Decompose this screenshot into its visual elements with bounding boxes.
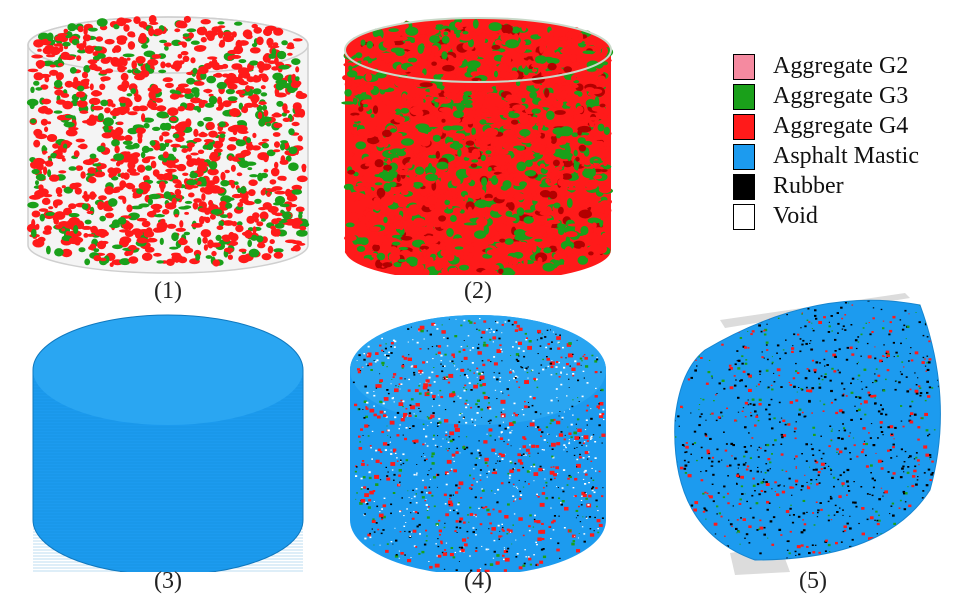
panel-4-caption: (4) — [464, 568, 492, 594]
panel-2-caption: (2) — [464, 278, 492, 304]
legend-swatch-g2 — [733, 54, 755, 80]
legend-swatch-rubber — [733, 174, 755, 200]
legend-swatch-mastic — [733, 144, 755, 170]
legend-label-rubber: Rubber — [773, 173, 844, 199]
panel-3 — [18, 310, 318, 572]
panel-5-caption: (5) — [799, 568, 827, 594]
legend-swatch-void — [733, 204, 755, 230]
panel-3-caption: (3) — [154, 568, 182, 594]
legend-label-g3: Aggregate G3 — [773, 83, 909, 109]
legend-label-g4: Aggregate G4 — [773, 113, 909, 139]
aggregate-dense-render — [341, 17, 614, 275]
asphalt-mastic-render — [32, 314, 304, 572]
panel-1 — [18, 10, 318, 275]
legend-label-g2: Aggregate G2 — [773, 53, 909, 79]
panel-2 — [338, 10, 618, 275]
legend-swatch-g4 — [733, 114, 755, 140]
legend-label-mastic: Asphalt Mastic — [773, 143, 919, 169]
panel-1-caption: (1) — [154, 278, 182, 304]
panel-4 — [338, 310, 618, 572]
legend-swatch-g3 — [733, 84, 755, 110]
aggregate-sparse-render — [26, 15, 310, 274]
legend-label-void: Void — [773, 203, 818, 229]
composite-rotated-render — [674, 293, 941, 575]
composite-render — [350, 315, 606, 572]
panel-5 — [665, 290, 950, 575]
